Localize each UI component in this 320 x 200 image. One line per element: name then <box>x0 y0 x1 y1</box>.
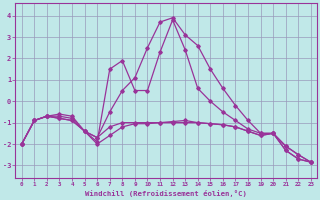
X-axis label: Windchill (Refroidissement éolien,°C): Windchill (Refroidissement éolien,°C) <box>85 190 247 197</box>
